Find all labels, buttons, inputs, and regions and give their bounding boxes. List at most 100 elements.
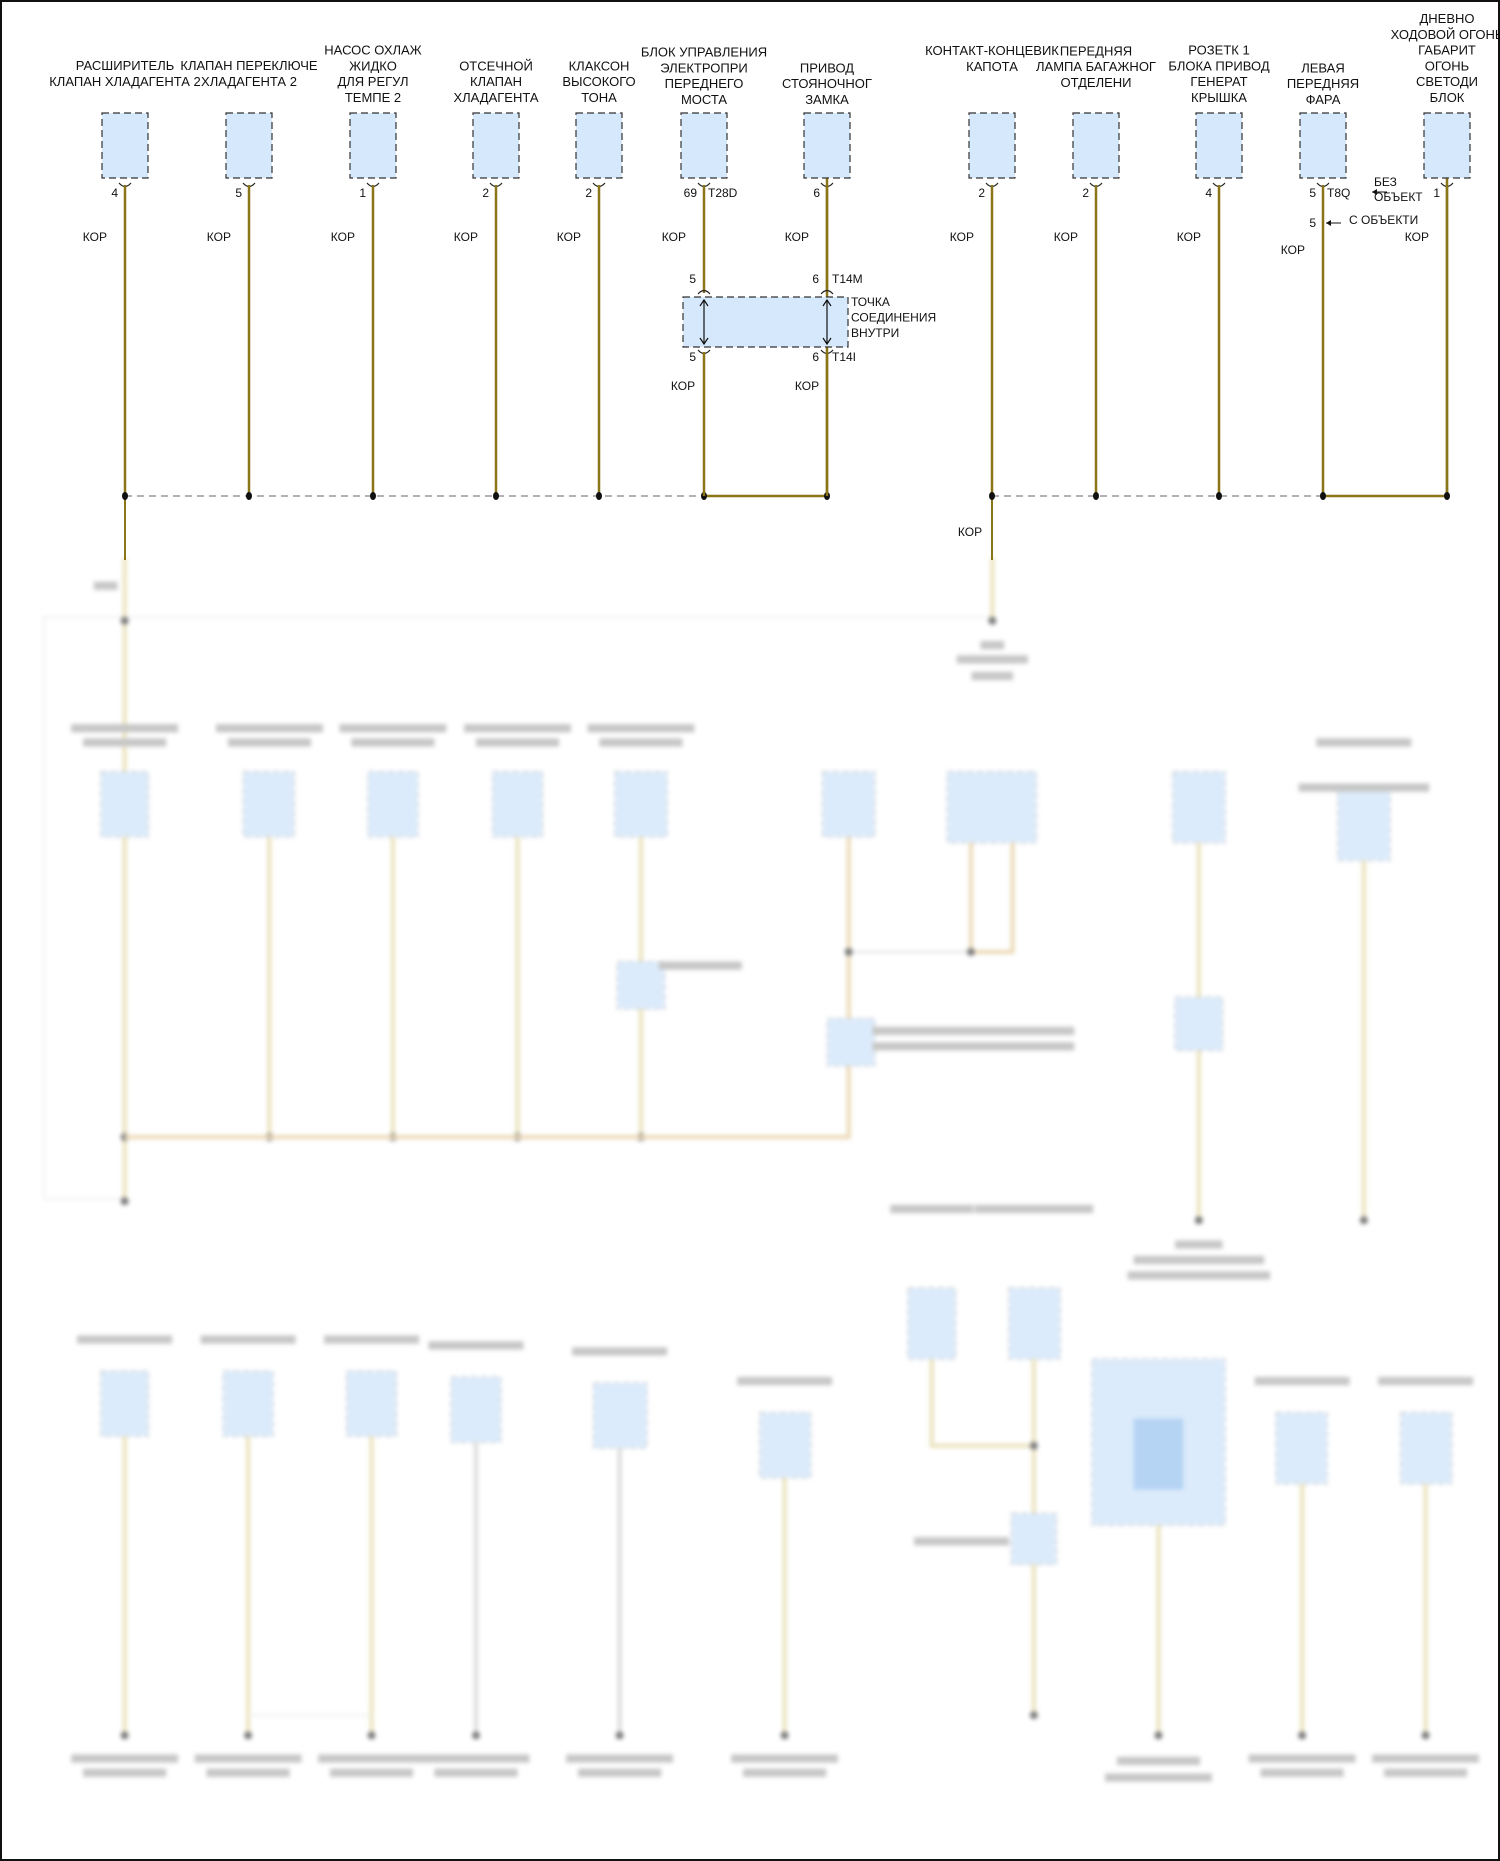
blurred-text [731,1754,839,1763]
blurred-junction-dot [367,1731,376,1740]
component-box [101,112,149,179]
blurred-component-box [946,771,1037,844]
component-label: ВЫСОКОГО [562,74,635,89]
blurred-component-box [242,771,295,838]
blurred-text [318,1754,425,1763]
blurred-junction-dot [244,1731,253,1740]
component-label: СВЕТОДИ [1416,74,1478,89]
splice-box [682,296,849,348]
component-label: КЛАКСОН [569,58,630,73]
blurred-text [971,671,1014,681]
wire-color-label: КОР [1054,230,1078,244]
blurred-junction-dot [1359,1216,1368,1225]
blurred-component-box [822,771,876,838]
blurred-text [1260,1768,1344,1777]
component-label: ДЛЯ РЕГУЛ [337,74,408,89]
blurred-component-box [100,1370,149,1437]
pin-number: 5 [1309,216,1316,230]
component-box [225,112,273,179]
component-label: ХЛАДАГЕНТА 2 [201,74,297,89]
blurred-text [194,1754,302,1763]
component-label: ГАБАРИТ [1418,43,1476,58]
wire-color-label: КОР [950,230,974,244]
wire-color-label: КОР [1405,230,1429,244]
blurred-junction-dot [120,1731,129,1740]
component-label: БЛОК [1430,90,1465,105]
component-label: КЛАПАН ХЛАДАГЕНТА 2 [49,74,201,89]
component-label: ПЕРЕДНЕГО [665,76,744,91]
blurred-text [1384,1768,1468,1777]
blurred-text [475,738,560,747]
pin-number: 2 [585,186,592,200]
blurred-wire [42,616,993,1199]
pin-number: 4 [111,186,118,200]
component-label: ФАРА [1306,92,1341,107]
blurred-component-box [593,1382,648,1449]
blurred-text [1298,783,1430,792]
blurred-junction-dot [615,1731,624,1740]
component-label: ОТДЕЛЕНИ [1060,75,1131,90]
splice-label: ТОЧКА [851,295,890,309]
blurred-junction-dot [1421,1731,1430,1740]
component-box [1423,112,1471,179]
blurred-component-box [1091,1358,1226,1526]
blurred-text [200,1335,296,1344]
blurred-junction-dot [1154,1731,1163,1740]
blurred-text [206,1768,290,1777]
note-text: БЕЗ [1374,175,1397,189]
arrow-icon [699,298,709,346]
component-label: КОНТАКТ-КОНЦЕВИК [925,43,1059,58]
blurred-wire [124,836,851,1140]
component-box [680,112,728,179]
pin-number: 5 [235,186,242,200]
pin-number: 1 [1433,186,1440,200]
blurred-text [1127,1271,1271,1280]
component-box [349,112,397,179]
component-label: ПЕРЕДНЯЯ [1287,76,1359,91]
component-box [575,112,623,179]
arrowhead-icon [1372,189,1377,195]
component-label: ГЕНЕРАТ [1190,74,1247,89]
blurred-component-box [614,771,668,838]
blurred-text [77,1335,173,1344]
pin-number: 6 [812,272,819,286]
blurred-component-box [826,1017,876,1067]
wire-color-label: КОР [1177,230,1201,244]
blurred-junction-dot [966,947,975,956]
pin-number: 1 [359,186,366,200]
pin-number: 5 [1309,186,1316,200]
wire-color-label: КОР [785,230,809,244]
wire-color-label: КОР [454,230,478,244]
blurred-text [872,1042,1075,1051]
blurred-junction-dot [1194,1216,1203,1225]
junction-dot [1216,492,1222,500]
blurred-text [1378,1376,1474,1386]
junction-dot [1093,492,1099,500]
blurred-text [872,1026,1075,1036]
component-label: НАСОС ОХЛАЖ [324,43,421,58]
component-label: ХОДОВОЙ ОГОНЬ [1391,27,1500,42]
component-label: БЛОКА ПРИВОД [1168,58,1269,73]
blurred-junction-dot [988,616,997,625]
component-label: КЛАПАН ПЕРЕКЛЮЧЕ [180,58,317,73]
wire-color-label: КОР [1281,243,1305,257]
blurred-component-box [1275,1412,1328,1485]
wire-color-label: КОР [795,379,819,393]
blurred-component-box [450,1376,502,1443]
blurred-junction-dot [1029,1441,1038,1450]
pin-number: 5 [689,350,696,364]
blurred-text [1116,1756,1201,1766]
blurred-component-box [346,1370,397,1437]
blurred-text [434,1768,518,1777]
pin-number: 6 [812,350,819,364]
component-label: ЗАМКА [805,92,849,107]
blurred-text [980,640,1005,650]
pin-number: 2 [1082,186,1089,200]
